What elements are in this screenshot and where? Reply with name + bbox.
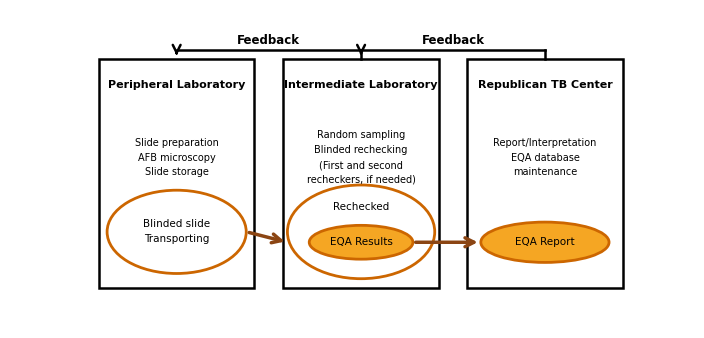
Text: Slide preparation
AFB microscopy
Slide storage: Slide preparation AFB microscopy Slide s… [134, 138, 219, 177]
Text: EQA Results: EQA Results [329, 237, 393, 247]
Text: Peripheral Laboratory: Peripheral Laboratory [108, 80, 246, 90]
Ellipse shape [481, 222, 609, 262]
Text: Feedback: Feedback [422, 33, 484, 47]
Text: Report/Interpretation
EQA database
maintenance: Report/Interpretation EQA database maint… [494, 138, 596, 177]
Text: Intermediate Laboratory: Intermediate Laboratory [284, 80, 438, 90]
Text: Rechecked: Rechecked [333, 202, 389, 212]
Bar [99, 59, 254, 288]
Text: Random sampling
Blinded rechecking
(First and second
recheckers, if needed): Random sampling Blinded rechecking (Firs… [307, 130, 415, 185]
Ellipse shape [309, 225, 413, 259]
Bar [467, 59, 622, 288]
Text: EQA Report: EQA Report [515, 237, 574, 247]
Text: Republican TB Center: Republican TB Center [477, 80, 612, 90]
Ellipse shape [287, 185, 435, 279]
Bar [283, 59, 439, 288]
Text: Blinded slide
Transporting: Blinded slide Transporting [143, 219, 210, 244]
Text: Feedback: Feedback [237, 33, 301, 47]
Ellipse shape [107, 190, 246, 273]
